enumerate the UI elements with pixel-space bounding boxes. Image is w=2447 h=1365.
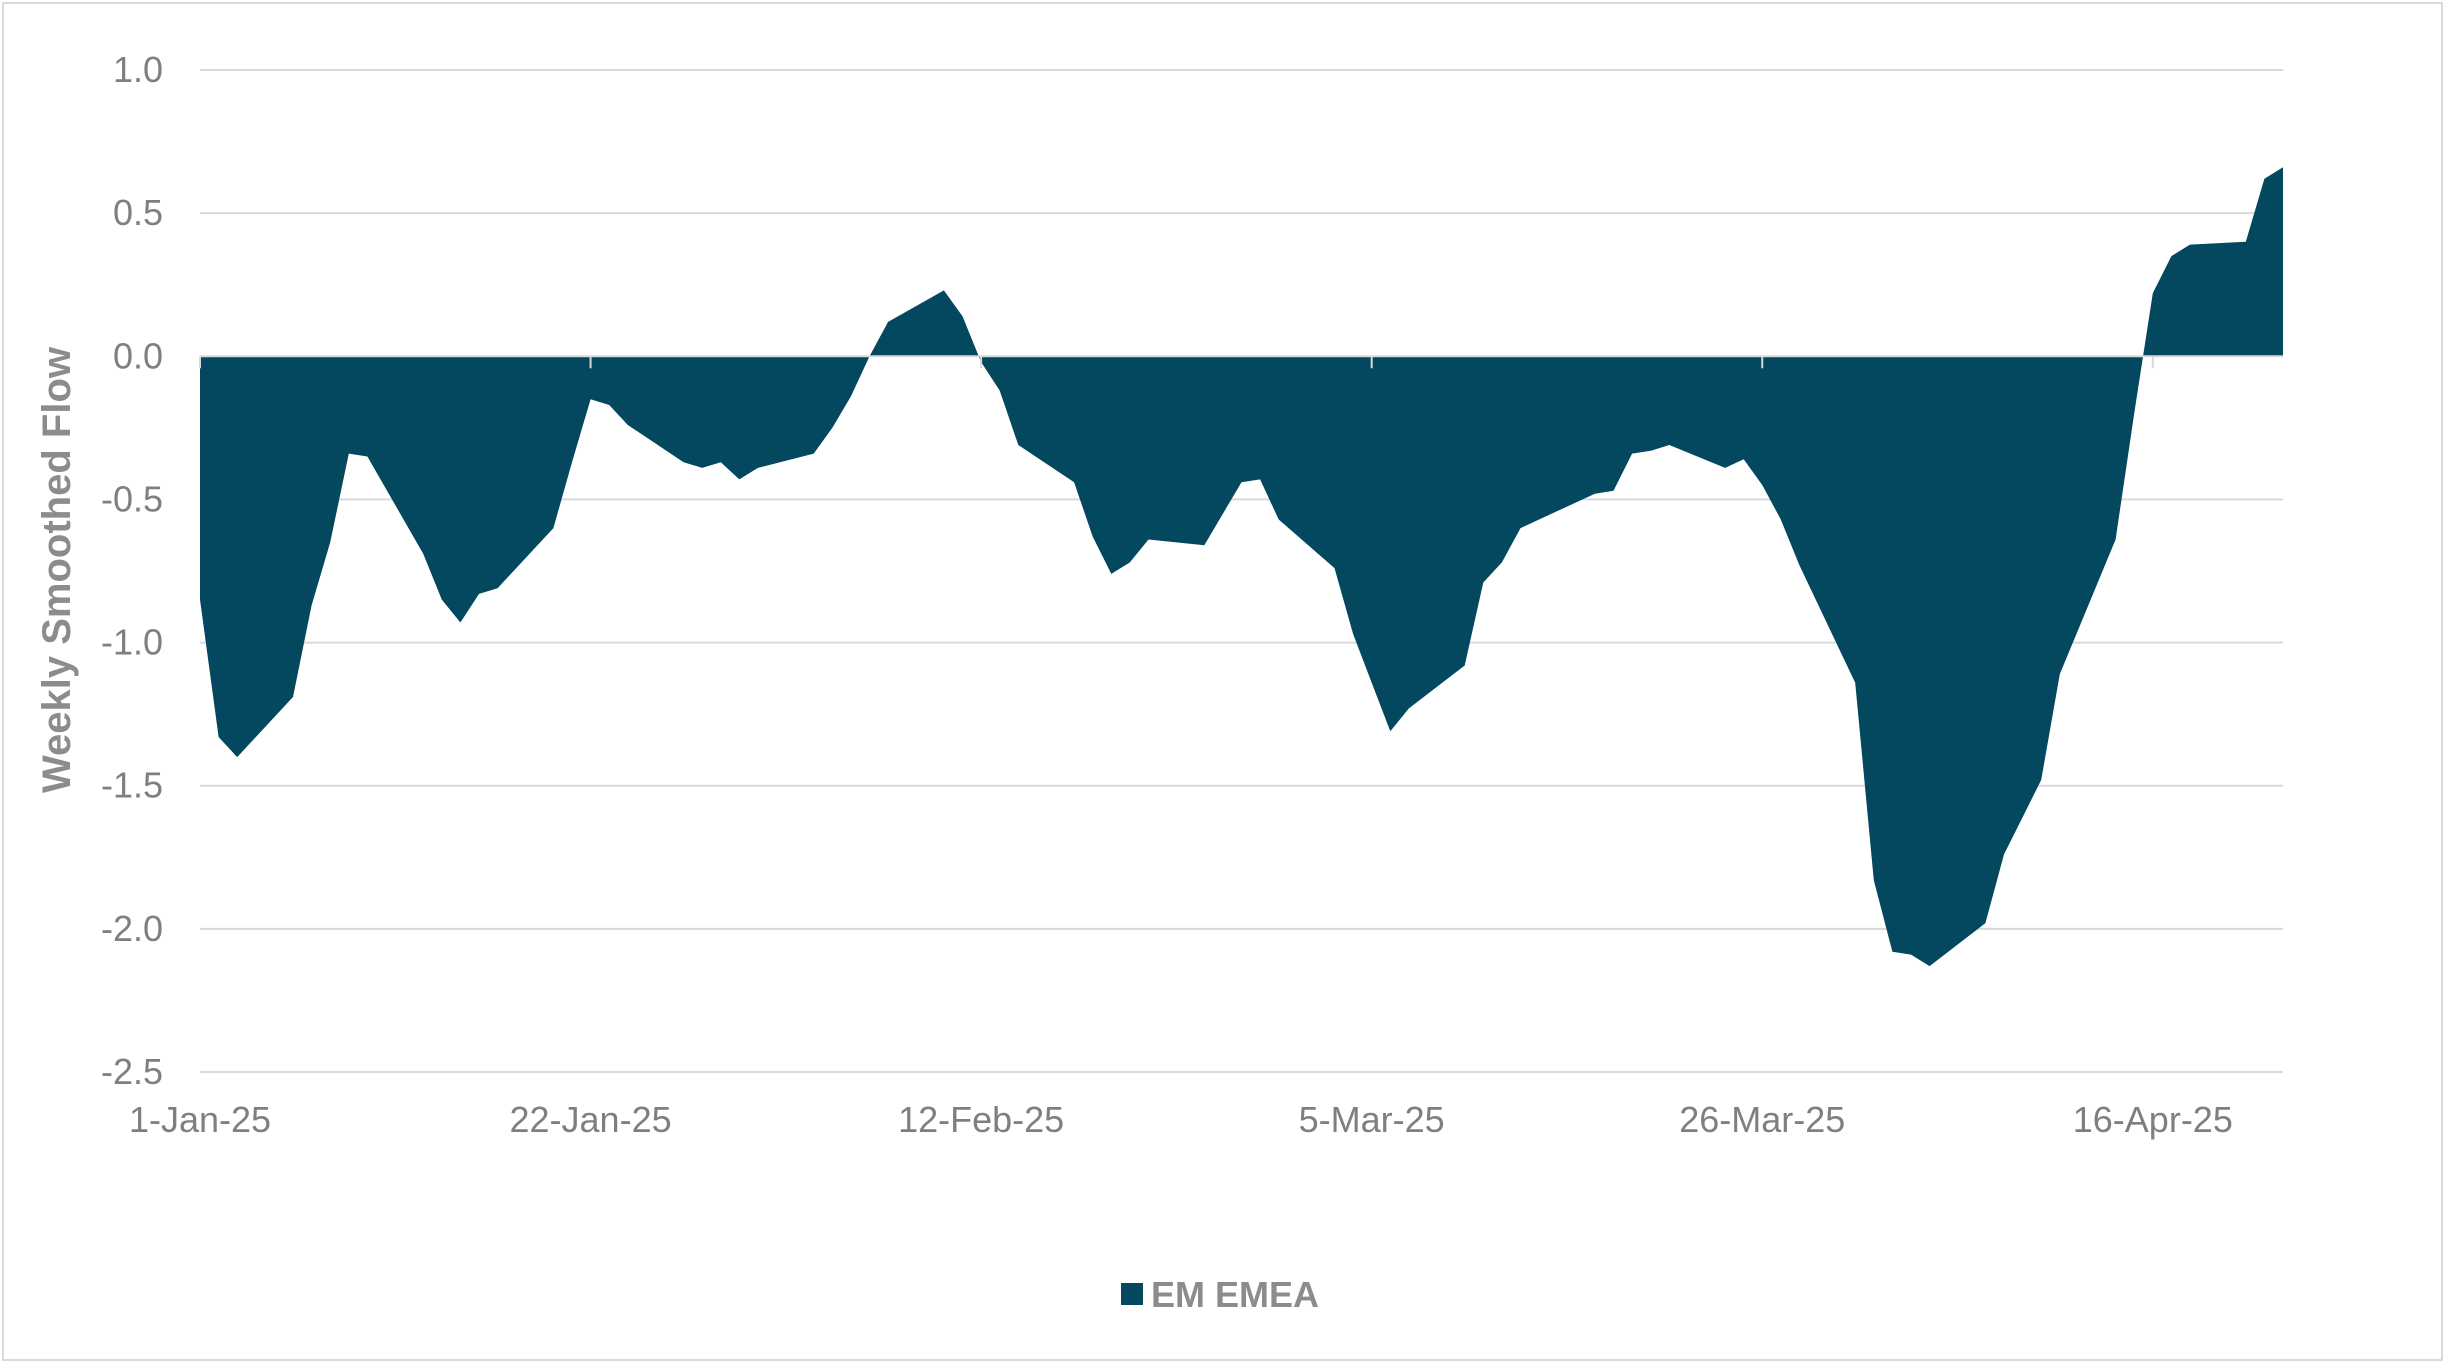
y-tick-label: 0.0	[113, 335, 163, 376]
series-area-em-emea	[200, 167, 2283, 967]
y-tick-label: -1.0	[101, 622, 163, 663]
x-tick-label: 1-Jan-25	[129, 1099, 271, 1140]
y-axis-tick-labels: 1.0 0.5 0.0 -0.5 -1.0 -1.5 -2.0 -2.5	[101, 49, 163, 1092]
legend: EM EMEA	[1121, 1274, 1319, 1315]
y-tick-label: -2.5	[101, 1051, 163, 1092]
y-axis-label: Weekly Smoothed Flow	[35, 346, 79, 793]
y-tick-label: -0.5	[101, 478, 163, 519]
y-tick-label: 0.5	[113, 192, 163, 233]
x-axis-tick-labels: 1-Jan-25 22-Jan-25 12-Feb-25 5-Mar-25 26-Mar…	[129, 1099, 2233, 1140]
x-tick-label: 26-Mar-25	[1679, 1099, 1845, 1140]
x-tick-label: 22-Jan-25	[510, 1099, 672, 1140]
legend-swatch-em-emea	[1121, 1283, 1143, 1305]
x-tick-label: 5-Mar-25	[1299, 1099, 1445, 1140]
x-axis-ticks	[199, 356, 2154, 369]
x-tick-label: 12-Feb-25	[898, 1099, 1064, 1140]
y-tick-label: 1.0	[113, 49, 163, 90]
y-tick-label: -2.0	[101, 908, 163, 949]
x-tick-label: 16-Apr-25	[2073, 1099, 2233, 1140]
legend-label-em-emea: EM EMEA	[1151, 1274, 1319, 1315]
y-tick-label: -1.5	[101, 765, 163, 806]
